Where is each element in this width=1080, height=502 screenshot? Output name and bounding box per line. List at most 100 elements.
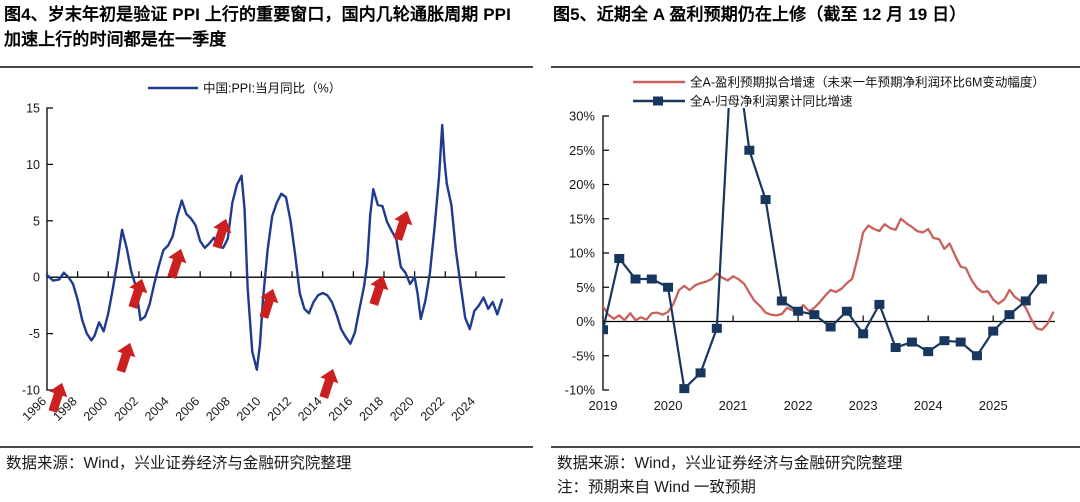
actual-growth-marker bbox=[760, 195, 771, 205]
actual-growth-line bbox=[603, 108, 1044, 390]
actual-growth-marker bbox=[809, 310, 820, 320]
ppi-x-tick-label: 2000 bbox=[81, 394, 111, 424]
figure4-title: 图4、岁末年初是验证 PPI 上行的重要窗口，国内几轮通胀周期 PPI 加速上行… bbox=[4, 5, 511, 49]
actual-growth-marker bbox=[858, 329, 869, 339]
ppi-y-tick-label: 15 bbox=[26, 102, 40, 116]
ppi-y-tick-label: 5 bbox=[33, 214, 40, 228]
earnings-x-tick-label: 2024 bbox=[914, 398, 943, 413]
earnings-y-tick-label: 20% bbox=[569, 177, 595, 192]
figure5-source: 数据来源：Wind，兴业证券经济与金融研究院整理 注：预期来自 Wind 一致预… bbox=[543, 452, 1080, 500]
earnings-x-tick-label: 2019 bbox=[589, 398, 618, 413]
actual-growth-marker bbox=[663, 282, 674, 292]
ppi-y-axis bbox=[46, 107, 53, 391]
earnings-x-tick-label: 2023 bbox=[849, 398, 878, 413]
ppi-legend: 中国:PPI:当月同比（%） bbox=[148, 81, 341, 96]
ppi-x-tick-label: 2024 bbox=[448, 394, 478, 424]
actual-growth-marker bbox=[646, 274, 657, 284]
figure4-source: 数据来源：Wind，兴业证券经济与金融研究院整理 bbox=[6, 455, 352, 472]
actual-growth-marker bbox=[841, 306, 852, 316]
ppi-chart-area: 中国:PPI:当月同比（%） -10 -5 0 5 10 15 1996 1998 2000 20… bbox=[0, 68, 533, 446]
figure-panel-right: 图5、近期全 A 盈利预期仍在上修（截至 12 月 19 日） 全A-盈利预期拟… bbox=[543, 0, 1080, 502]
earnings-y-tick-label: 30% bbox=[569, 109, 595, 124]
earnings-axes: -10% -5% 0% 5% 10% 15% 20% 25% 30% 2019 2020 2021 20… bbox=[565, 109, 1055, 413]
ppi-y-tick-label: -10 bbox=[22, 384, 40, 398]
earnings-x-tick-label: 2021 bbox=[719, 398, 748, 413]
ppi-x-tick-label: 2016 bbox=[326, 394, 356, 424]
arrow-glyph bbox=[393, 210, 413, 241]
actual-growth-marker bbox=[744, 145, 755, 155]
actual-growth-markers bbox=[603, 145, 1047, 394]
actual-growth-marker bbox=[1036, 274, 1047, 284]
earnings-y-tick-label: 10% bbox=[569, 246, 595, 261]
earnings-series-group bbox=[603, 108, 1055, 394]
arrow-glyph bbox=[212, 218, 232, 249]
panel-left-top-rule bbox=[0, 66, 533, 68]
forecast-growth-line bbox=[603, 217, 1055, 331]
ppi-up-arrow bbox=[369, 275, 389, 306]
ppi-line bbox=[45, 123, 504, 371]
ppi-x-tick-label: 1996 bbox=[20, 394, 50, 424]
actual-growth-marker bbox=[776, 296, 787, 306]
figure5-title: 图5、近期全 A 盈利预期仍在上修（截至 12 月 19 日） bbox=[553, 5, 967, 24]
actual-growth-marker bbox=[825, 322, 836, 332]
panel-right-bottom-rule bbox=[551, 446, 1080, 448]
ppi-legend-label: 中国:PPI:当月同比（%） bbox=[203, 81, 341, 96]
actual-legend-marker bbox=[653, 96, 663, 106]
actual-growth-marker bbox=[939, 336, 950, 346]
actual-growth-marker bbox=[1004, 310, 1015, 320]
earnings-y-tick-label: -10% bbox=[565, 383, 596, 398]
ppi-up-arrow bbox=[128, 278, 148, 309]
ppi-x-tick-label: 2008 bbox=[203, 394, 233, 424]
ppi-up-arrow bbox=[259, 288, 279, 319]
actual-growth-marker bbox=[874, 299, 885, 309]
actual-growth-marker bbox=[630, 274, 641, 284]
ppi-up-arrow bbox=[393, 210, 413, 241]
earnings-y-tick-label: 25% bbox=[569, 143, 595, 158]
panel-left-bottom-rule bbox=[0, 446, 533, 448]
ppi-x-tick-label: 2020 bbox=[387, 394, 417, 424]
ppi-y-tick-label: 10 bbox=[26, 158, 40, 172]
earnings-chart-area: 全A-盈利预期拟合增速（未来一年预期净利润环比6M变动幅度） 全A-归母净利润累… bbox=[543, 68, 1080, 446]
figure5-source-line2: 注：预期来自 Wind 一致预期 bbox=[557, 479, 756, 497]
earnings-x-tick-label: 2022 bbox=[784, 398, 813, 413]
actual-growth-marker bbox=[971, 351, 982, 361]
earnings-legend: 全A-盈利预期拟合增速（未来一年预期净利润环比6M变动幅度） 全A-归母净利润累… bbox=[633, 75, 1045, 109]
arrow-glyph bbox=[116, 342, 136, 373]
actual-growth-marker bbox=[955, 337, 966, 347]
actual-legend-label: 全A-归母净利润累计同比增速 bbox=[690, 94, 853, 109]
arrow-glyph bbox=[369, 275, 389, 306]
forecast-legend-label: 全A-盈利预期拟合增速（未来一年预期净利润环比6M变动幅度） bbox=[690, 75, 1045, 90]
actual-growth-marker bbox=[711, 323, 722, 333]
ppi-series-group bbox=[45, 123, 504, 371]
earnings-chart-svg: 全A-盈利预期拟合增速（未来一年预期净利润环比6M变动幅度） 全A-归母净利润累… bbox=[565, 75, 1055, 413]
earnings-y-tick-label: 5% bbox=[576, 280, 595, 295]
ppi-x-tick-label: 2018 bbox=[357, 394, 387, 424]
ppi-x-tick-label: 2006 bbox=[173, 394, 203, 424]
earnings-y-tick-label: 0% bbox=[576, 314, 595, 329]
actual-growth-marker bbox=[793, 306, 804, 316]
ppi-up-arrow bbox=[212, 218, 232, 249]
ppi-x-tick-label: 2010 bbox=[234, 394, 264, 424]
arrow-glyph bbox=[319, 368, 339, 399]
earnings-x-tick-label: 2020 bbox=[654, 398, 683, 413]
ppi-up-arrow bbox=[48, 382, 68, 413]
panel-right-top-rule bbox=[551, 66, 1080, 68]
actual-growth-marker bbox=[988, 326, 999, 336]
actual-growth-marker bbox=[614, 253, 625, 263]
ppi-x-tick-label: 2004 bbox=[142, 394, 172, 424]
earnings-x-tick-label: 2025 bbox=[979, 398, 1008, 413]
figure-panel-left: 图4、岁末年初是验证 PPI 上行的重要窗口，国内几轮通胀周期 PPI 加速上行… bbox=[0, 0, 533, 502]
ppi-x-tick-label: 2022 bbox=[418, 394, 448, 424]
actual-growth-marker bbox=[906, 337, 917, 347]
ppi-y-tick-label: -5 bbox=[29, 327, 40, 341]
arrow-glyph bbox=[48, 382, 68, 413]
arrow-glyph bbox=[167, 248, 187, 279]
ppi-x-tick-label: 2014 bbox=[295, 394, 325, 424]
ppi-up-arrow bbox=[319, 368, 339, 399]
arrow-glyph bbox=[128, 278, 148, 309]
actual-growth-marker bbox=[923, 347, 934, 357]
figure5-source-line1: 数据来源：Wind，兴业证券经济与金融研究院整理 bbox=[557, 455, 903, 472]
ppi-x-tick-label: 2012 bbox=[265, 394, 295, 424]
